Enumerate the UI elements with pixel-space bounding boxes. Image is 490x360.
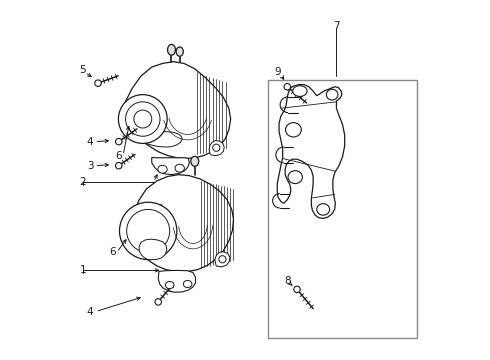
- Polygon shape: [158, 270, 196, 292]
- Ellipse shape: [176, 47, 183, 56]
- Text: 1: 1: [79, 265, 86, 275]
- Text: 2: 2: [79, 177, 86, 187]
- Ellipse shape: [183, 280, 192, 288]
- Circle shape: [116, 162, 122, 169]
- Polygon shape: [122, 62, 231, 158]
- Polygon shape: [277, 85, 344, 219]
- Circle shape: [155, 299, 161, 305]
- Circle shape: [284, 84, 291, 90]
- Ellipse shape: [166, 282, 174, 289]
- Ellipse shape: [134, 110, 152, 128]
- Ellipse shape: [168, 44, 175, 55]
- Ellipse shape: [158, 165, 167, 173]
- Ellipse shape: [126, 210, 170, 252]
- Ellipse shape: [191, 156, 199, 166]
- Ellipse shape: [288, 171, 302, 184]
- Ellipse shape: [317, 204, 330, 215]
- Ellipse shape: [326, 89, 338, 100]
- Text: 9: 9: [275, 67, 281, 77]
- Text: 6: 6: [116, 150, 122, 161]
- Polygon shape: [215, 252, 230, 267]
- Bar: [269, 80, 417, 338]
- Text: 5: 5: [79, 64, 86, 75]
- Ellipse shape: [119, 95, 167, 143]
- Polygon shape: [139, 239, 167, 260]
- Ellipse shape: [213, 144, 220, 151]
- Polygon shape: [152, 157, 190, 175]
- Ellipse shape: [219, 256, 226, 263]
- Polygon shape: [131, 175, 234, 271]
- Circle shape: [116, 138, 122, 145]
- Ellipse shape: [125, 102, 160, 136]
- Text: 3: 3: [87, 161, 94, 171]
- Ellipse shape: [175, 164, 184, 172]
- Text: 7: 7: [333, 21, 340, 31]
- Circle shape: [294, 286, 300, 293]
- Text: 6: 6: [109, 247, 116, 257]
- Ellipse shape: [120, 202, 177, 260]
- Ellipse shape: [293, 86, 307, 96]
- Text: 4: 4: [87, 137, 94, 147]
- Text: 4: 4: [87, 307, 94, 316]
- Text: 8: 8: [285, 276, 292, 286]
- Ellipse shape: [286, 123, 301, 137]
- Circle shape: [95, 80, 101, 86]
- Polygon shape: [143, 132, 182, 147]
- Polygon shape: [209, 140, 224, 156]
